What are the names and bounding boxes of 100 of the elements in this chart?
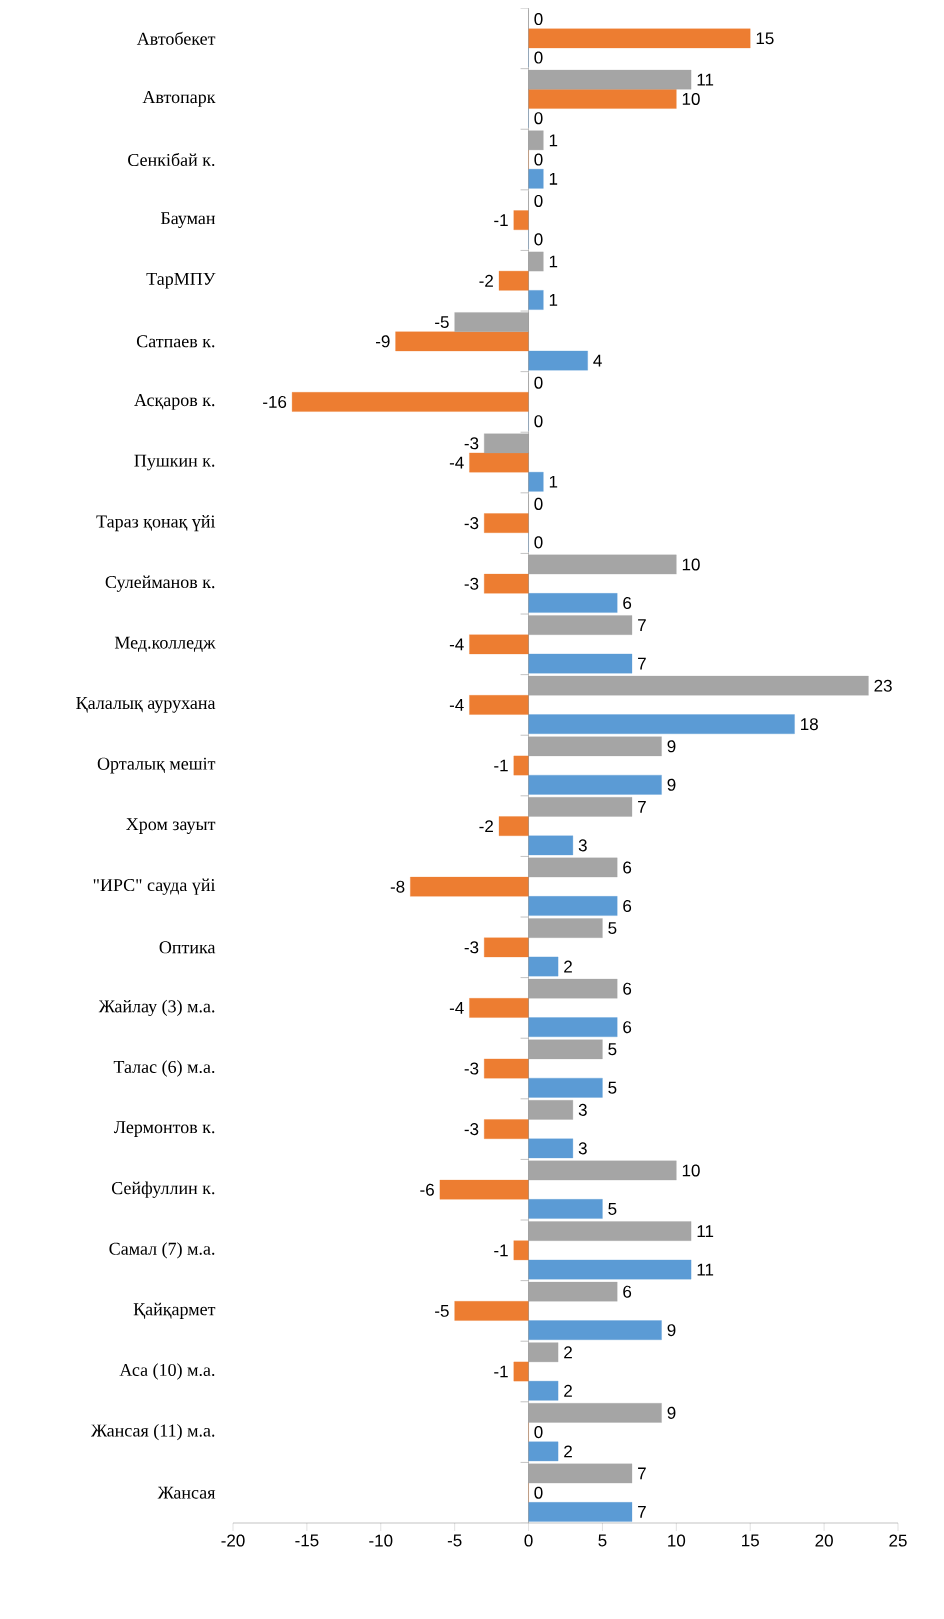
bar (528, 1281, 618, 1302)
y-tick-label: Автобекет (136, 31, 216, 45)
data-label: -1 (494, 214, 508, 226)
bar (528, 1100, 574, 1120)
x-tick-label: 20 (815, 1534, 833, 1547)
y-tick-label: Мед.колледж (114, 636, 216, 652)
data-label: -4 (449, 699, 464, 711)
bar (528, 1441, 559, 1462)
data-label: 0 (534, 376, 543, 389)
data-label: 9 (667, 778, 676, 791)
y-tick-label: Оптика (159, 941, 216, 954)
y-tick-label: ТарМПУ (146, 272, 216, 289)
data-label: 1 (549, 172, 558, 185)
bar (528, 857, 618, 878)
y-tick-label: Сенкібай к. (128, 152, 215, 167)
y-tick-label: Орталық мешіт (97, 757, 216, 774)
data-label: -3 (464, 1123, 479, 1136)
data-label: -2 (479, 820, 493, 833)
data-label: 0 (534, 153, 543, 166)
bar (528, 615, 633, 635)
bar (528, 1077, 603, 1098)
y-tick-label: Сулейманов к. (105, 575, 215, 592)
data-label: 11 (697, 1225, 714, 1237)
bar (528, 28, 751, 49)
bar (528, 1138, 574, 1159)
y-tick-label: Жансая (11) м.а. (90, 1423, 215, 1441)
bar (498, 816, 529, 836)
bar (528, 835, 574, 856)
data-label: 1 (549, 475, 558, 488)
data-label: -5 (435, 1304, 449, 1317)
y-tick-label: "ИРС" сауда үйі (93, 878, 216, 895)
bar (454, 312, 529, 332)
data-label: 0 (534, 536, 543, 549)
data-label: 7 (638, 1467, 646, 1480)
data-label: 4 (593, 354, 602, 367)
data-label: 3 (578, 1142, 587, 1155)
data-label: -3 (464, 437, 479, 450)
y-tick-label: Самал (7) м.а. (109, 1242, 215, 1259)
bar (469, 695, 529, 715)
x-tick-label: 25 (889, 1534, 907, 1547)
bar (528, 653, 633, 674)
data-label: 9 (667, 1324, 676, 1337)
y-tick-label: Асқаров к. (134, 394, 215, 410)
data-label: 6 (623, 982, 632, 995)
data-label: 0 (534, 497, 543, 510)
data-label: 0 (534, 13, 543, 26)
data-label: 10 (682, 1164, 700, 1177)
data-label: 7 (638, 657, 646, 670)
bar (528, 1039, 603, 1060)
data-label: 0 (534, 112, 543, 125)
data-label: 6 (623, 1021, 632, 1034)
bar (454, 1301, 529, 1321)
bar (528, 554, 677, 575)
data-label: -4 (449, 1002, 464, 1014)
bar (528, 1502, 633, 1522)
bar (528, 130, 544, 151)
bar (528, 472, 544, 492)
bar (528, 69, 692, 90)
bar (484, 513, 529, 533)
data-label: 9 (667, 740, 676, 753)
x-tick-label: 15 (742, 1534, 759, 1547)
data-label: 2 (564, 1346, 572, 1359)
bar (528, 714, 795, 734)
bar (484, 937, 529, 958)
data-label: -3 (464, 517, 479, 530)
bar (484, 1119, 529, 1139)
x-tick-label: -20 (221, 1534, 245, 1547)
bar (439, 1179, 529, 1200)
data-label: 0 (534, 415, 543, 428)
data-label: 10 (682, 558, 700, 571)
bar (528, 169, 544, 189)
data-label: -1 (494, 1244, 508, 1257)
data-label: -6 (420, 1183, 434, 1196)
bar (513, 755, 529, 776)
y-tick-label: Пушкин к. (134, 454, 215, 471)
data-label: 7 (638, 1506, 646, 1518)
bar (469, 998, 529, 1018)
bar (484, 433, 529, 454)
bar (528, 978, 618, 999)
data-label: 6 (623, 899, 632, 912)
bar (498, 270, 529, 291)
bar (528, 1380, 559, 1401)
data-label: 11 (697, 73, 714, 86)
data-label: -1 (494, 759, 508, 772)
y-tick-label: Сейфуллин к. (111, 1181, 215, 1198)
data-label: -4 (449, 638, 464, 651)
bar (469, 452, 529, 473)
data-label: -2 (479, 274, 493, 287)
bar (469, 634, 529, 655)
bar (528, 956, 559, 977)
data-label: -3 (464, 577, 479, 590)
data-label: 2 (564, 960, 572, 973)
bar (528, 89, 677, 109)
data-label: 0 (534, 1486, 543, 1499)
data-label: 7 (638, 619, 646, 631)
data-label: -3 (464, 941, 479, 954)
y-tick-label: Тараз қонақ үйі (96, 515, 216, 532)
data-label: 6 (623, 1285, 632, 1298)
data-label: 6 (623, 596, 632, 609)
y-tick-label: Жайлау (3) м.а. (98, 999, 215, 1017)
